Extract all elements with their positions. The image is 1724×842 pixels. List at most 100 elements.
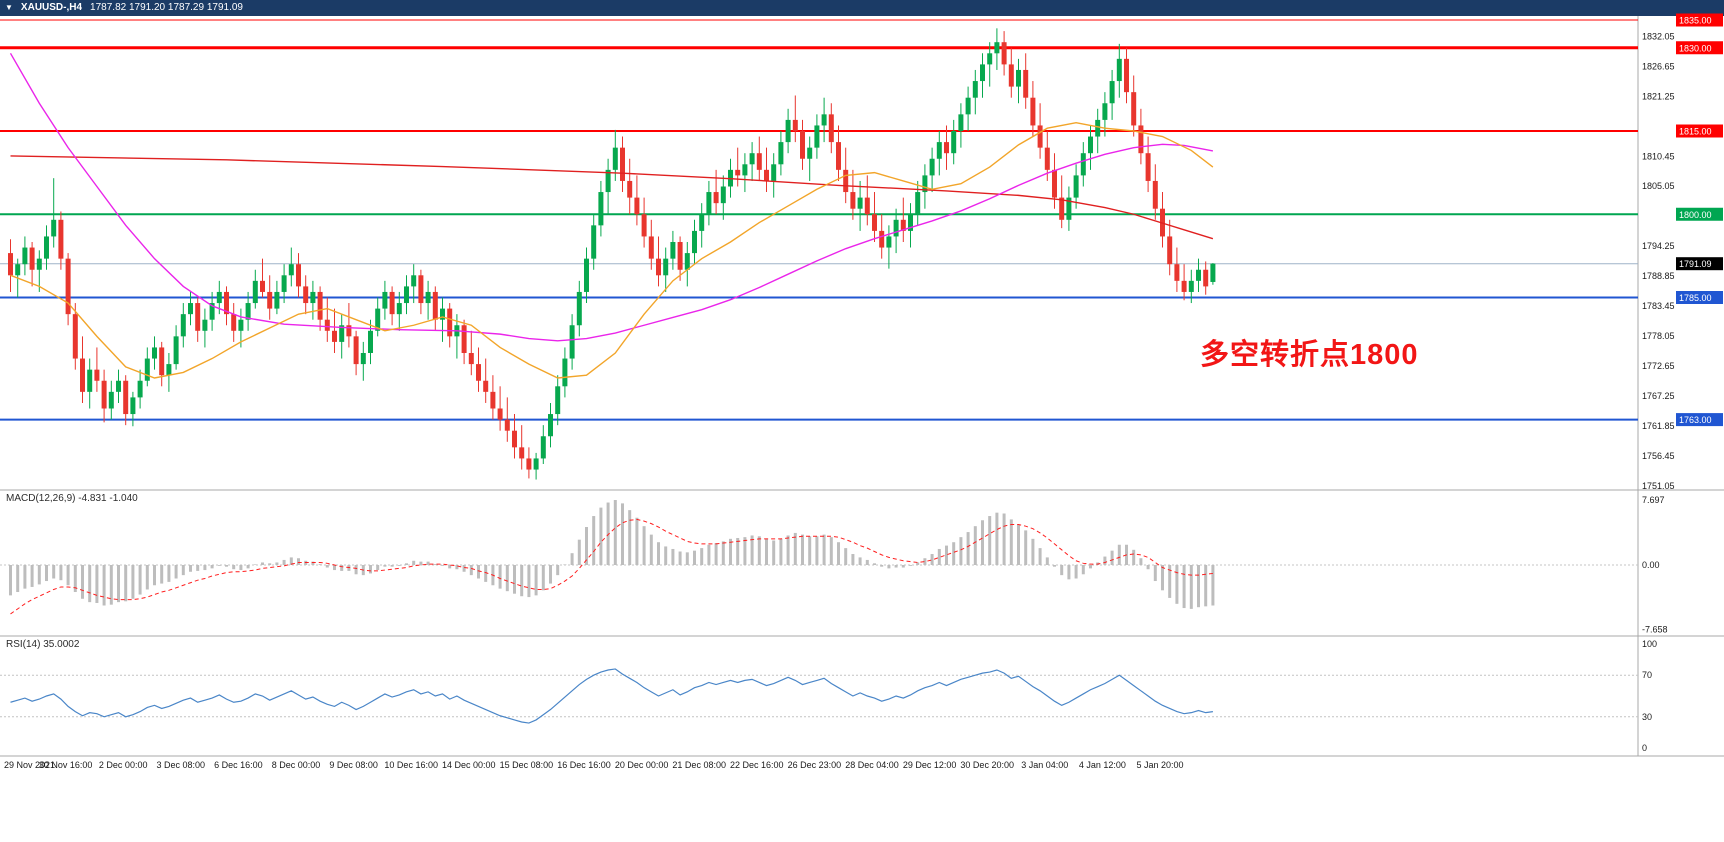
macd-axis-tick: 0.00 xyxy=(1642,560,1660,570)
candle-body xyxy=(202,319,208,331)
candle-body xyxy=(144,358,150,381)
candle-body xyxy=(1102,103,1108,120)
candle-body xyxy=(634,197,640,215)
candle-body xyxy=(166,364,172,376)
candle-body xyxy=(346,325,352,337)
candle-body xyxy=(1188,280,1194,292)
candle-body xyxy=(303,286,309,304)
candle-body xyxy=(1124,58,1129,93)
candle-body xyxy=(180,314,186,337)
time-label: 30 Nov 16:00 xyxy=(39,760,93,770)
candle-body xyxy=(1210,263,1216,282)
candle-body xyxy=(87,369,93,392)
candle-body xyxy=(620,147,625,181)
candle-body xyxy=(123,380,129,415)
time-label: 15 Dec 08:00 xyxy=(500,760,554,770)
candle-body xyxy=(627,180,633,198)
price-label-1800.00-text: 1800.00 xyxy=(1679,210,1712,220)
candle-body xyxy=(756,153,762,170)
candle-body xyxy=(418,275,424,304)
candle-body xyxy=(785,119,791,143)
ma-long-red xyxy=(10,155,1214,240)
candle-body xyxy=(792,119,798,131)
candle-body xyxy=(670,242,676,259)
candle-body xyxy=(519,447,525,459)
candle-body xyxy=(1037,125,1043,148)
candle-body xyxy=(188,303,193,315)
price-label-1815.00 xyxy=(1676,124,1723,138)
candle-body xyxy=(965,97,971,115)
candle-body xyxy=(1116,58,1122,82)
candle-body xyxy=(281,275,287,292)
candle-body xyxy=(216,291,222,304)
candle-body xyxy=(512,430,517,448)
candle-body xyxy=(584,258,589,292)
price-tick: 1810.45 xyxy=(1642,151,1675,161)
candle-body xyxy=(267,291,273,309)
time-label: 26 Dec 23:00 xyxy=(788,760,842,770)
candle-body xyxy=(468,353,474,365)
candle-body xyxy=(648,236,654,259)
candle-body xyxy=(317,291,323,320)
candle-body xyxy=(1203,269,1209,287)
time-label: 22 Dec 16:00 xyxy=(730,760,784,770)
rsi-axis-tick: 70 xyxy=(1642,670,1652,680)
time-label: 5 Jan 20:00 xyxy=(1136,760,1183,770)
candle-body xyxy=(497,408,503,420)
candle-body xyxy=(591,225,597,259)
candle-body xyxy=(137,380,143,398)
annotation-text: 多空转折点1800 xyxy=(1200,339,1419,371)
candle-body xyxy=(224,291,229,315)
candle-body xyxy=(742,164,748,176)
candle-body xyxy=(411,275,417,287)
price-label-1835.00-text: 1835.00 xyxy=(1679,16,1712,26)
time-label: 28 Dec 04:00 xyxy=(845,760,899,770)
price-tick: 1767.25 xyxy=(1642,391,1675,401)
candle-body xyxy=(288,264,294,276)
candle-body xyxy=(843,169,849,193)
price-label-1815.00-text: 1815.00 xyxy=(1679,127,1712,137)
candle-body xyxy=(404,286,409,304)
candle-body xyxy=(540,436,546,459)
candle-body xyxy=(526,458,532,470)
time-label: 3 Dec 08:00 xyxy=(157,760,206,770)
price-label-1835.00 xyxy=(1676,13,1723,27)
candle-body xyxy=(598,192,604,226)
candle-body xyxy=(44,236,49,259)
candle-body xyxy=(332,330,337,342)
price-tick: 1783.45 xyxy=(1642,301,1675,311)
candle-body xyxy=(1174,264,1180,281)
candle-body xyxy=(1080,153,1086,176)
time-label: 9 Dec 08:00 xyxy=(329,760,378,770)
symbol-dropdown-icon[interactable]: ▼ xyxy=(5,3,13,12)
candle-body xyxy=(310,291,316,304)
candle-body xyxy=(936,142,942,159)
price-label-1763.00 xyxy=(1676,413,1723,427)
candle-body xyxy=(1152,180,1158,209)
candle-body xyxy=(1167,236,1173,265)
time-label: 14 Dec 00:00 xyxy=(442,760,496,770)
rsi-axis-tick: 0 xyxy=(1642,743,1647,753)
candle-body xyxy=(1088,136,1093,154)
candle-body xyxy=(994,42,1000,54)
candle-body xyxy=(1030,97,1036,126)
price-label-1830.00-text: 1830.00 xyxy=(1679,43,1712,53)
candle-body xyxy=(922,175,928,193)
ma-mid-magenta xyxy=(9,52,1214,342)
candle-body xyxy=(857,197,863,209)
candle-body xyxy=(173,336,179,365)
candle-body xyxy=(425,291,431,304)
time-label: 8 Dec 00:00 xyxy=(272,760,321,770)
candle-body xyxy=(764,169,769,181)
candle-body xyxy=(396,303,402,315)
candle-body xyxy=(1044,147,1050,170)
candle-body xyxy=(274,291,280,309)
candle-body xyxy=(1066,197,1072,220)
rsi-axis-tick: 100 xyxy=(1642,639,1657,649)
candle-body xyxy=(1073,175,1079,198)
chart-titlebar: ▼ XAUUSD-,H4 1787.82 1791.20 1787.29 179… xyxy=(0,0,1724,16)
candle-body xyxy=(850,192,856,209)
candlesticks xyxy=(8,28,1216,480)
rsi-line xyxy=(10,668,1213,724)
